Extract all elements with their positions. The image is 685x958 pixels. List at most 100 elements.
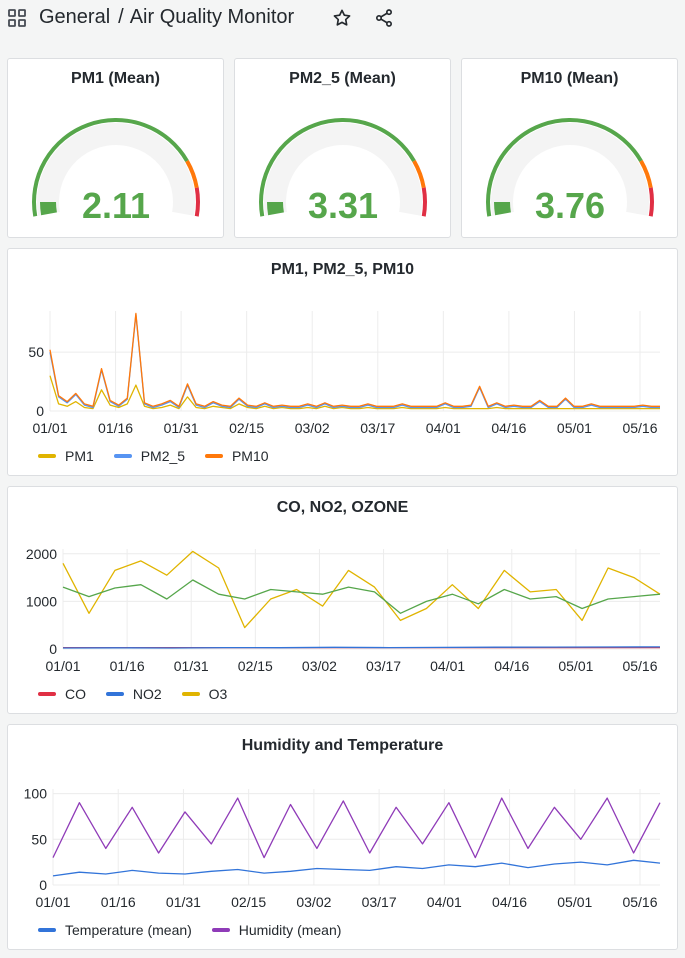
- legend-item-pm2_5[interactable]: PM2_5: [113, 448, 186, 464]
- gauge-value: 3.76: [535, 185, 605, 226]
- x-tick-label: 01/31: [164, 420, 199, 436]
- x-tick-label: 03/02: [302, 658, 337, 674]
- x-tick-label: 05/01: [557, 420, 592, 436]
- gauge-value: 2.11: [82, 185, 150, 226]
- x-tick-label: 01/16: [110, 658, 145, 674]
- gauge-track: [37, 123, 195, 216]
- gauge-value-arc: [266, 201, 284, 216]
- legend-label: PM10: [231, 448, 269, 464]
- panel-title: CO, NO2, OZONE: [276, 499, 409, 516]
- gauge-threshold-red: [421, 187, 427, 217]
- y-tick-label: 50: [28, 344, 44, 360]
- gauge-threshold-red: [648, 187, 654, 217]
- x-tick-label: 03/02: [296, 894, 331, 910]
- gauge-pm1: 2.11: [32, 118, 200, 226]
- star-icon[interactable]: [332, 8, 352, 28]
- gauge-threshold-orange: [639, 160, 653, 189]
- x-tick-label: 01/16: [98, 420, 133, 436]
- x-tick-label: 03/02: [295, 420, 330, 436]
- y-tick-label: 50: [31, 831, 47, 847]
- gauge-threshold-orange: [185, 160, 199, 189]
- x-tick-label: 01/31: [166, 894, 201, 910]
- gauge-panel-pm2_5[interactable]: PM2_5 (Mean) 3.31: [234, 58, 451, 238]
- x-tick-label: 02/15: [238, 658, 273, 674]
- x-tick-label: 01/31: [174, 658, 209, 674]
- y-tick-label: 2000: [26, 546, 57, 562]
- panel-title: PM1 (Mean): [71, 70, 160, 87]
- gauge-value-arc: [39, 201, 57, 216]
- gauge-threshold-red: [194, 187, 200, 217]
- series-line-pm1: [49, 375, 660, 410]
- chart-panel-gases[interactable]: CO, NO2, OZONE 01/01 01/16 01/31 02/15 03/02…: [7, 486, 678, 714]
- chart-panel-pm[interactable]: PM1, PM2_5, PM10 01/01 01/16 01/31 02/15 03/…: [7, 248, 678, 476]
- apps-grid-icon[interactable]: [8, 9, 26, 27]
- gauge-pm2_5: 3.31: [259, 118, 427, 226]
- humidity-temperature-chart: 01/01 01/16 01/31 02/15 03/02 03/17 04/01 04/16…: [24, 786, 661, 910]
- gauge-panel-pm10[interactable]: PM10 (Mean) 3.76: [461, 58, 678, 238]
- breadcrumb-folder[interactable]: General: [39, 6, 111, 28]
- x-tick-label: 04/01: [426, 420, 461, 436]
- share-icon[interactable]: [374, 8, 394, 28]
- x-tick-label: 03/17: [362, 894, 397, 910]
- series-line-pm2-5: [49, 313, 660, 409]
- y-tick-label: 100: [24, 786, 48, 802]
- y-tick-label: 0: [39, 877, 47, 893]
- legend-item-pm10[interactable]: PM10: [204, 448, 269, 464]
- legend-label: CO: [65, 686, 86, 702]
- panel-title: PM1, PM2_5, PM10: [270, 261, 415, 278]
- y-tick-label: 0: [49, 641, 57, 657]
- legend: Temperature (mean) Humidity (mean): [38, 919, 357, 938]
- x-tick-label: 04/01: [430, 658, 465, 674]
- legend-label: NO2: [132, 686, 162, 702]
- legend-label: Humidity (mean): [238, 922, 342, 938]
- dashboard-title[interactable]: Air Quality Monitor: [129, 6, 295, 28]
- legend-label: O3: [208, 686, 228, 702]
- legend-item-co[interactable]: CO: [38, 686, 86, 702]
- x-tick-label: 05/01: [557, 894, 592, 910]
- x-tick-label: 04/01: [427, 894, 462, 910]
- legend-item-temperature[interactable]: Temperature (mean): [38, 922, 192, 938]
- top-bar: General / Air Quality Monitor: [0, 0, 685, 38]
- x-tick-label: 04/16: [492, 894, 527, 910]
- x-tick-label: 01/01: [32, 420, 67, 436]
- gauge-threshold-orange: [412, 160, 426, 189]
- x-tick-label: 05/16: [622, 894, 657, 910]
- series-line-o3-trend: [62, 579, 661, 614]
- series-line-pm10: [49, 312, 660, 407]
- x-tick-label: 01/16: [101, 894, 136, 910]
- series-line-temperature-mean-: [52, 859, 661, 877]
- gases-time-series-chart: 01/01 01/16 01/31 02/15 03/02 03/17 04/01 04/16…: [26, 546, 661, 674]
- x-tick-label: 02/15: [231, 894, 266, 910]
- legend: CO NO2 O3: [38, 683, 243, 702]
- panel-title: Humidity and Temperature: [241, 737, 444, 754]
- x-tick-label: 01/01: [45, 658, 80, 674]
- legend-label: PM2_5: [140, 448, 186, 464]
- x-tick-label: 02/15: [229, 420, 264, 436]
- x-tick-label: 01/01: [35, 894, 70, 910]
- legend-item-humidity[interactable]: Humidity (mean): [211, 922, 342, 938]
- legend-label: Temperature (mean): [65, 922, 192, 938]
- x-tick-label: 05/16: [622, 420, 657, 436]
- gauge-threshold-green: [32, 118, 189, 217]
- x-tick-label: 03/17: [360, 420, 395, 436]
- gauge-panel-pm1[interactable]: PM1 (Mean) 2.11: [7, 58, 224, 238]
- x-tick-label: 04/16: [491, 420, 526, 436]
- panel-title: PM2_5 (Mean): [289, 70, 396, 87]
- gauge-value-arc: [493, 201, 511, 216]
- legend-label: PM1: [65, 448, 94, 464]
- x-tick-label: 03/17: [366, 658, 401, 674]
- legend-item-no2[interactable]: NO2: [105, 686, 162, 702]
- series-line-no2: [62, 646, 661, 649]
- gauge-value: 3.31: [308, 185, 378, 226]
- series-line-humidity-mean-: [52, 797, 661, 859]
- chart-panel-humidity-temperature[interactable]: Humidity and Temperature 01/01 01/16 01/31…: [7, 724, 678, 950]
- legend-item-pm1[interactable]: PM1: [38, 448, 94, 464]
- legend: PM1 PM2_5 PM10: [38, 445, 285, 464]
- breadcrumb: General / Air Quality Monitor: [39, 6, 294, 29]
- legend-item-o3[interactable]: O3: [181, 686, 228, 702]
- series-line-o3: [62, 550, 661, 629]
- x-tick-label: 04/16: [494, 658, 529, 674]
- breadcrumb-separator: /: [118, 6, 124, 28]
- gauge-threshold-green: [486, 118, 643, 217]
- gauge-track: [264, 123, 422, 216]
